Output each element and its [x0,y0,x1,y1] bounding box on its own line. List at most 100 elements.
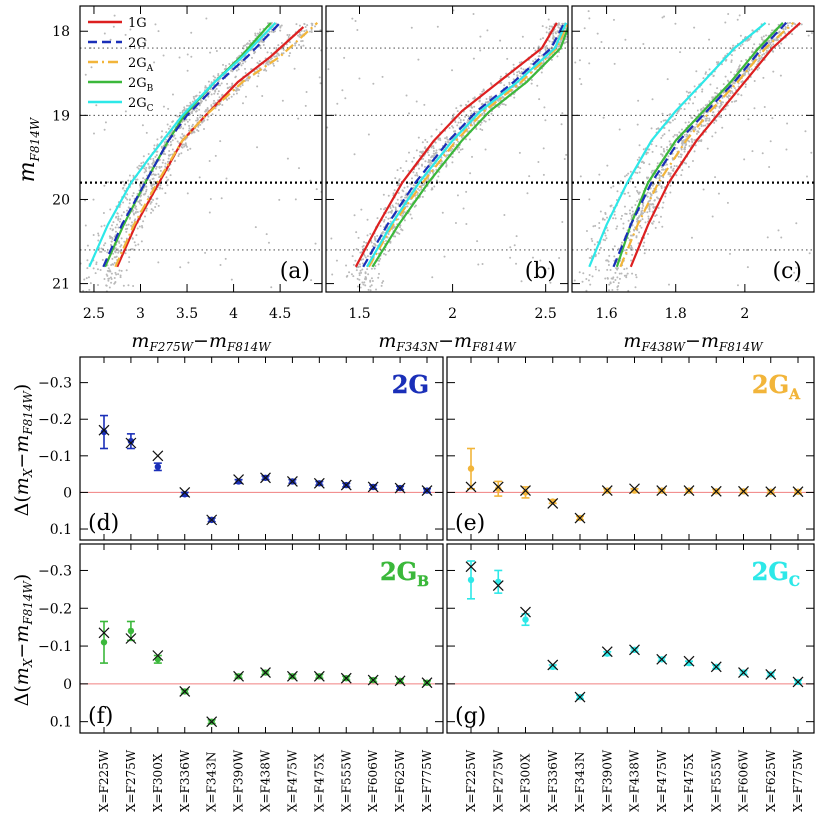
star-point [245,43,248,46]
star-point [661,112,664,115]
star-point [616,267,619,270]
star-point [688,97,691,100]
star-point [530,62,533,65]
model-cross [152,450,164,462]
star-point [138,200,141,203]
star-point [122,211,125,214]
star-point [374,239,377,242]
star-point [276,60,279,63]
star-point [118,242,121,245]
star-point [294,44,297,47]
filter-label: X=F475X [682,753,696,812]
star-point [544,48,547,51]
star-point [235,92,238,95]
star-point [352,275,355,278]
star-point [167,169,170,172]
field-star-point [661,16,664,19]
star-point [658,221,661,224]
star-point [713,114,716,117]
field-star-point [721,126,724,129]
star-point [433,185,436,188]
star-point [780,42,783,45]
field-star-point [113,256,116,259]
star-point [618,277,621,280]
star-point [645,153,648,156]
star-point [663,150,666,153]
star-point [678,103,681,106]
star-point [648,210,651,213]
field-star-point [541,25,544,28]
star-point [392,192,395,195]
field-star-point [711,215,714,218]
star-point [152,199,155,202]
star-point [396,169,399,172]
field-star-point [459,104,462,107]
star-point [165,138,168,141]
star-point [720,101,723,104]
star-point [145,209,148,212]
model-cross [547,659,559,671]
field-star-point [612,18,615,21]
star-point [176,140,179,143]
star-point [258,60,261,63]
star-point [85,277,88,280]
field-star-point [171,93,174,96]
field-star-point [539,259,542,262]
star-point [150,208,153,211]
star-point [791,33,794,36]
model-cross [260,667,271,678]
star-point [373,267,376,270]
star-point [786,24,789,27]
star-point [456,124,459,127]
star-point [365,241,368,244]
axis-label-sub: F814W [718,340,764,354]
field-star-point [281,99,284,102]
model-cross [710,485,722,497]
star-point [130,221,133,224]
star-point [375,288,378,291]
star-point [733,82,736,85]
field-star-point [103,128,106,131]
star-point [627,289,630,292]
star-point [512,73,515,76]
star-point [116,223,119,226]
star-point [134,244,137,247]
star-point [217,80,220,83]
star-point [645,193,648,196]
panel-frame [571,5,815,293]
star-point [473,105,476,108]
star-point [650,127,653,130]
star-point [145,207,148,210]
field-star-point [538,98,541,101]
star-point [471,106,474,109]
panel-frame [79,5,323,293]
population-label: 2GB [380,557,429,590]
star-point [680,155,683,158]
field-star-point [726,201,729,204]
field-star-point [751,150,754,153]
field-star-point [706,147,709,150]
star-point [708,119,711,122]
field-star-point [424,138,427,141]
star-point [675,174,678,177]
star-point [684,148,687,151]
star-point [412,184,415,187]
star-point [432,156,435,159]
star-point [657,127,660,130]
star-point [112,252,115,255]
star-point [663,133,666,136]
star-point [107,267,110,270]
star-point [359,286,362,289]
field-star-point [561,221,564,224]
population-name: 2G [392,370,429,399]
star-point [652,220,655,223]
star-point [214,89,217,92]
field-star-point [356,28,359,31]
star-point [112,263,115,266]
star-point [171,148,174,151]
x-tick-label: 1.8 [665,306,687,322]
star-point [789,21,792,24]
star-point [371,245,374,248]
star-point [248,43,251,46]
star-point [207,80,210,83]
